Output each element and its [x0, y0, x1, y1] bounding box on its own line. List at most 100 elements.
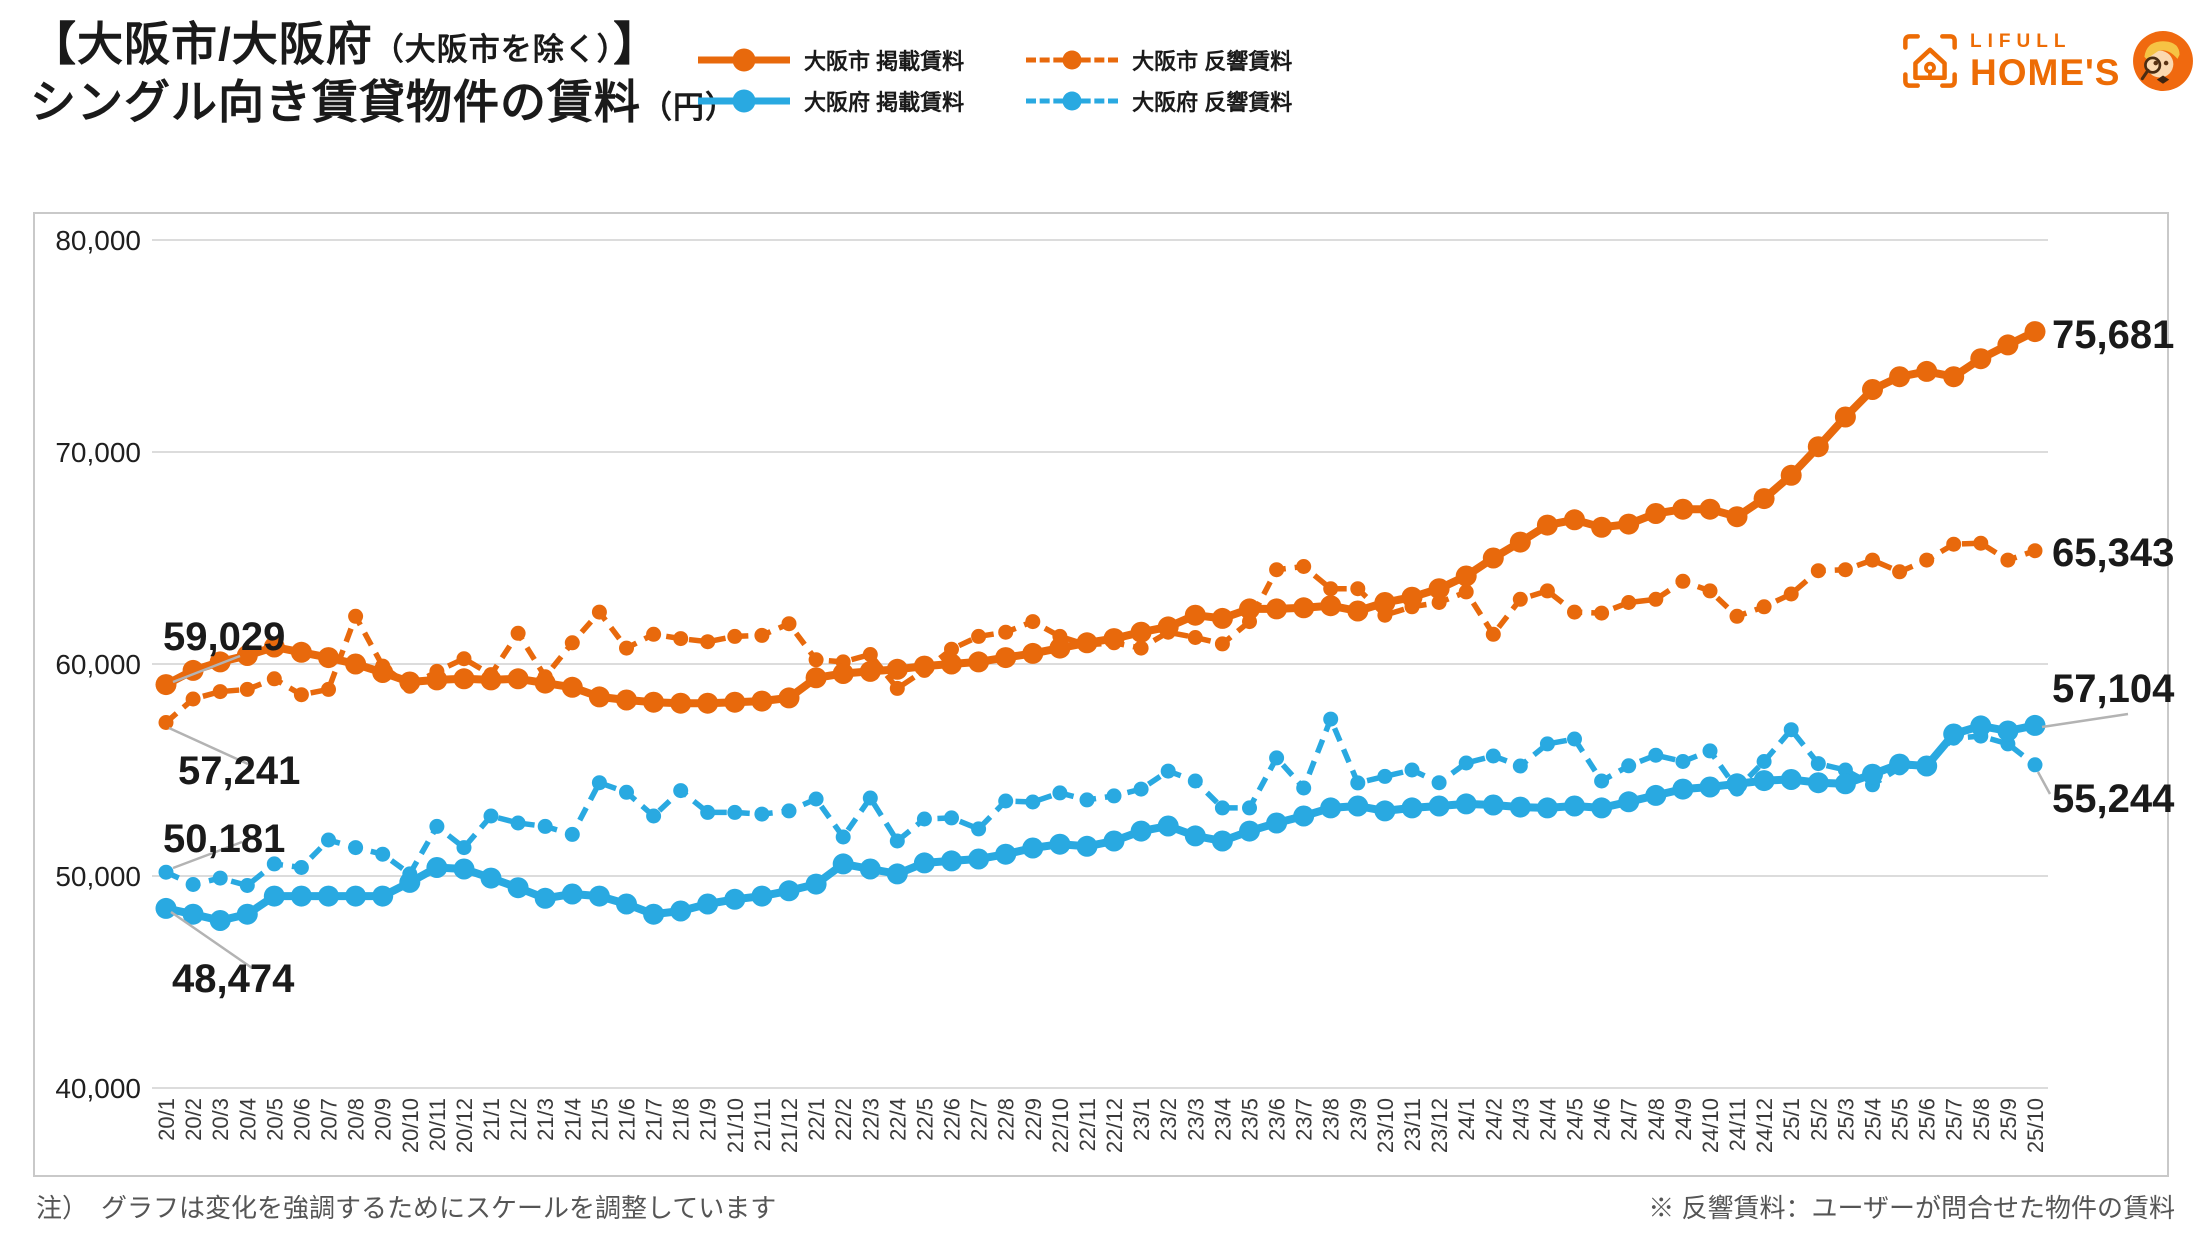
data-point: [399, 871, 421, 893]
legend-swatch-dashed-orange-icon: [1026, 48, 1119, 72]
data-point: [724, 691, 746, 713]
data-point: [643, 903, 665, 925]
data-point: [588, 885, 610, 907]
data-point: [754, 627, 770, 643]
data-point: [916, 811, 932, 827]
data-point: [1564, 795, 1585, 817]
title-main-1: 【大阪市/大阪府: [30, 18, 373, 70]
annotation-leader-line: [172, 654, 241, 684]
x-tick-label: 20/3: [208, 1098, 233, 1141]
x-tick-label: 22/8: [994, 1098, 1019, 1141]
data-point: [1702, 583, 1718, 599]
data-point: [913, 852, 935, 874]
x-tick-label: 21/9: [696, 1098, 721, 1141]
data-point: [2000, 552, 2016, 568]
data-point: [1889, 366, 1911, 388]
data-point: [1157, 815, 1179, 837]
data-point: [1672, 498, 1694, 520]
data-point: [372, 885, 394, 907]
data-point: [616, 689, 637, 711]
data-point: [1211, 830, 1233, 852]
legend-item-osaka-pref-inquiry: 大阪府 反響賃料: [1026, 85, 1292, 117]
data-point: [212, 684, 228, 700]
x-tick-label: 23/9: [1346, 1098, 1371, 1141]
x-tick-label: 25/5: [1888, 1098, 1913, 1141]
data-point: [646, 626, 662, 642]
y-tick-label: 70,000: [55, 437, 141, 468]
data-point: [1239, 820, 1260, 842]
data-point: [290, 641, 312, 663]
data-point: [426, 857, 448, 878]
data-point: [1729, 608, 1745, 624]
annotation-value-label: 57,104: [2052, 667, 2175, 711]
logo-wordmark: LIFULL HOME'S: [1970, 32, 2120, 91]
data-point: [1401, 797, 1423, 819]
x-tick-label: 20/4: [235, 1098, 260, 1141]
logo-homes-text: HOME'S: [1970, 51, 2121, 93]
data-point: [1862, 379, 1883, 400]
data-point: [1702, 743, 1718, 759]
x-tick-label: 23/6: [1265, 1098, 1290, 1141]
x-tick-label: 24/8: [1644, 1098, 1669, 1141]
data-point: [510, 625, 526, 641]
x-tick-label: 21/3: [533, 1098, 558, 1141]
annotation-value-label: 75,681: [2052, 313, 2174, 357]
x-tick-label: 20/10: [398, 1098, 423, 1153]
x-tick-label: 21/12: [777, 1098, 802, 1153]
annotation-value-label: 59,029: [163, 615, 285, 659]
data-point: [1455, 565, 1477, 587]
lifull-homes-logo: LIFULL HOME'S: [1902, 30, 2194, 92]
data-point: [591, 604, 607, 620]
data-point: [1539, 583, 1555, 599]
data-point: [1865, 552, 1880, 568]
annotation-leader-line: [170, 910, 253, 970]
data-point: [158, 715, 174, 730]
x-tick-label: 22/5: [912, 1098, 937, 1141]
title-close-bracket: 】: [613, 18, 661, 70]
x-tick-label: 21/5: [587, 1098, 612, 1141]
data-point: [1753, 488, 1775, 510]
data-point: [1834, 406, 1856, 428]
legend-label: 大阪市 掲載賃料: [804, 49, 965, 74]
data-point: [426, 669, 448, 691]
data-point: [998, 793, 1014, 809]
data-point: [889, 680, 905, 696]
data-point: [236, 645, 258, 666]
data-point: [1323, 581, 1339, 597]
x-tick-label: 21/7: [642, 1098, 667, 1141]
data-point: [889, 833, 905, 849]
data-point: [1076, 835, 1098, 857]
data-point: [751, 690, 773, 712]
data-point: [1187, 773, 1203, 789]
annotation-value-label: 50,181: [163, 817, 285, 861]
data-point: [1296, 559, 1312, 574]
data-point: [1377, 768, 1393, 784]
x-tick-label: 23/12: [1427, 1098, 1452, 1153]
x-tick-label: 20/5: [262, 1098, 287, 1141]
data-point: [697, 692, 719, 714]
data-point: [561, 676, 583, 698]
data-point: [1103, 830, 1125, 852]
series-line: [165, 721, 2036, 925]
data-point: [941, 850, 962, 872]
value-annotations: 59,029 57,241 50,181 48,474 75,681 65,343 57,1…: [163, 313, 2175, 1001]
data-point: [886, 658, 908, 680]
data-point: [944, 641, 959, 657]
data-point: [1916, 755, 1938, 777]
data-point: [1184, 825, 1206, 847]
data-point: [1025, 794, 1041, 810]
data-point: [1862, 763, 1883, 785]
data-point: [507, 668, 529, 690]
data-point: [1269, 750, 1285, 766]
data-point: [1564, 509, 1585, 531]
data-point: [1618, 513, 1640, 535]
x-tick-label: 25/2: [1806, 1098, 1831, 1141]
data-point: [1783, 586, 1799, 602]
data-point: [155, 674, 177, 696]
data-point: [751, 885, 773, 907]
data-point: [835, 829, 851, 845]
data-point: [1889, 753, 1911, 775]
x-tick-label: 24/2: [1481, 1098, 1506, 1141]
x-tick-label: 20/2: [181, 1098, 206, 1141]
data-point: [1160, 763, 1176, 779]
